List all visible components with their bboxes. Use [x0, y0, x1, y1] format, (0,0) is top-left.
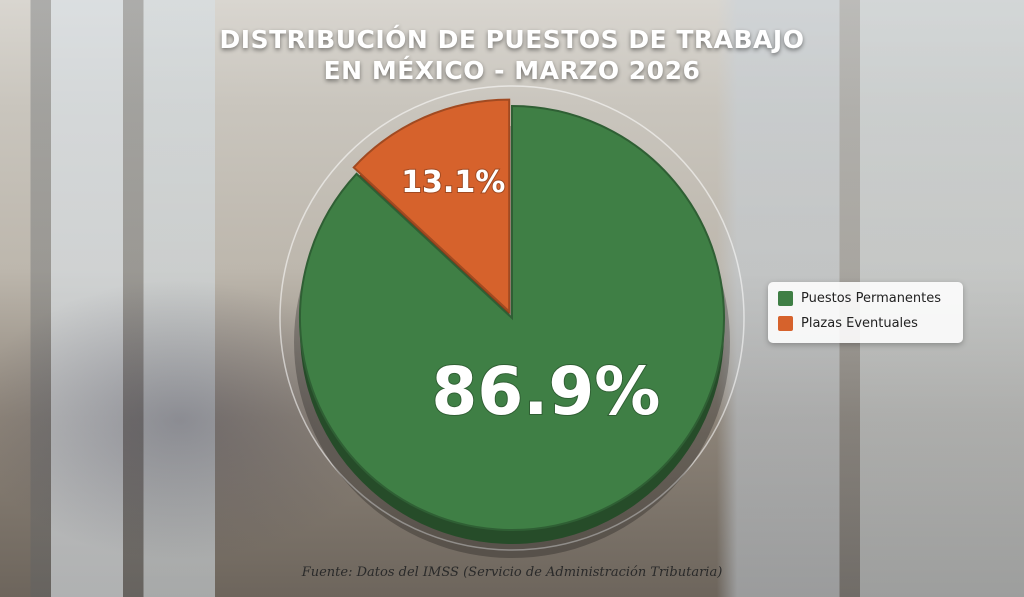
source-note: Fuente: Datos del IMSS (Servicio de Admi…	[301, 565, 723, 580]
legend: Puestos Permanentes Plazas Eventuales	[768, 282, 963, 343]
legend-label: Plazas Eventuales	[801, 316, 918, 331]
legend-label: Puestos Permanentes	[801, 291, 942, 306]
slice	[352, 98, 511, 314]
chart-title: DISTRIBUCIÓN DE PUESTOS DE TRABAJO EN MÉ…	[219, 25, 805, 85]
legend-item: Plazas Eventuales	[778, 316, 918, 331]
slice	[299, 104, 725, 531]
legend-swatch	[778, 316, 793, 331]
legend-item: Puestos Permanentes	[778, 291, 941, 306]
legend-swatch	[778, 291, 793, 306]
value-label: 13.1%	[401, 165, 505, 200]
decor-ring	[279, 85, 745, 551]
value-label: 86.9%	[431, 353, 660, 430]
